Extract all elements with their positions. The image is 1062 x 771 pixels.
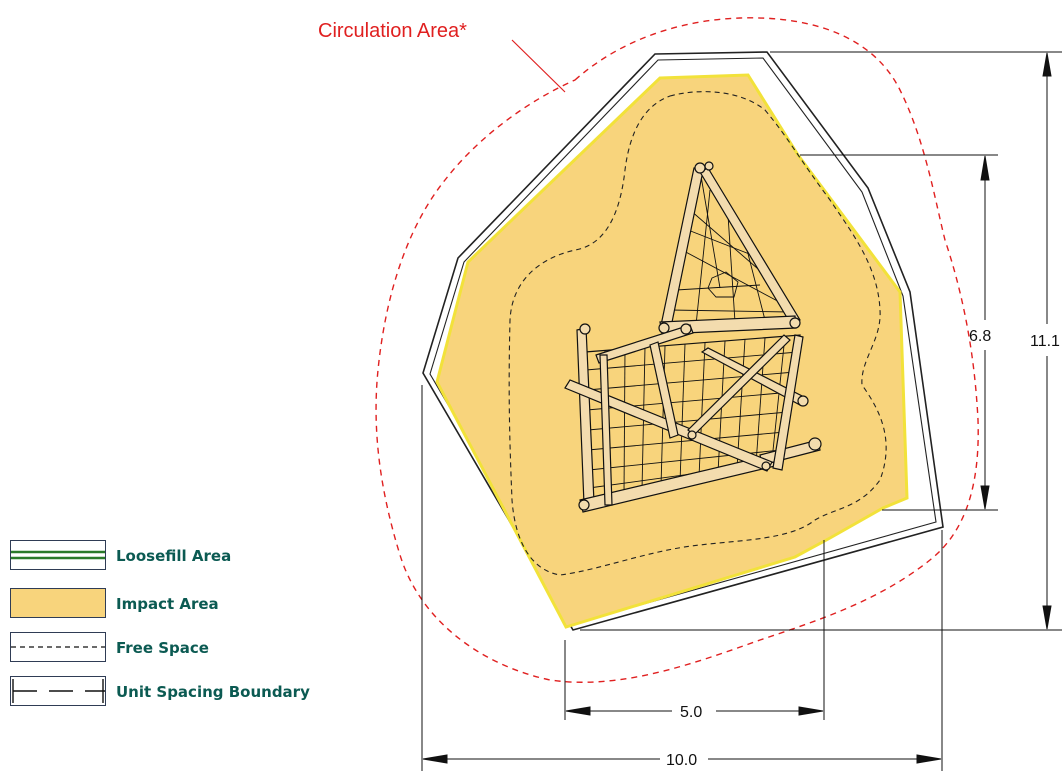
dimension-width-total-label: 10.0 — [666, 752, 697, 769]
circulation-leader-line — [511, 39, 566, 93]
dimension-height-total-label: 11.1 — [1030, 333, 1060, 350]
circulation-area-label: Circulation Area* — [318, 20, 467, 42]
loosefill-boundary-outer — [422, 51, 944, 631]
dimension-width-partial-label: 5.0 — [680, 704, 702, 721]
loosefill-swatch — [10, 540, 106, 570]
loosefill-boundary-inner — [429, 57, 937, 624]
legend-item-impact: Impact Area — [10, 588, 370, 622]
free-space-swatch — [10, 632, 106, 662]
dimension-height-partial — [800, 154, 998, 511]
legend-item-loosefill: Loosefill Area — [10, 540, 370, 574]
dimension-width-total — [421, 385, 943, 771]
impact-swatch — [10, 588, 106, 618]
dimension-height-total — [580, 51, 1062, 631]
triangle-net-mesh — [669, 169, 791, 326]
unit-spacing-swatch — [10, 676, 106, 706]
legend-item-free-space: Free Space — [10, 632, 370, 666]
legend-label-loosefill: Loosefill Area — [116, 547, 232, 565]
circulation-area-boundary — [375, 17, 979, 683]
legend-label-unit-spacing: Unit Spacing Boundary — [116, 683, 310, 701]
main-timbers — [564, 323, 822, 513]
legend-label-free-space: Free Space — [116, 639, 209, 657]
triangle-timbers — [658, 161, 801, 335]
dimension-width-partial — [564, 540, 825, 720]
dimension-height-partial-label: 6.8 — [969, 328, 991, 345]
legend-item-unit-spacing: Unit Spacing Boundary — [10, 676, 370, 710]
free-space-boundary — [508, 91, 887, 576]
legend-label-impact: Impact Area — [116, 595, 219, 613]
net-climber-structure — [564, 161, 822, 513]
